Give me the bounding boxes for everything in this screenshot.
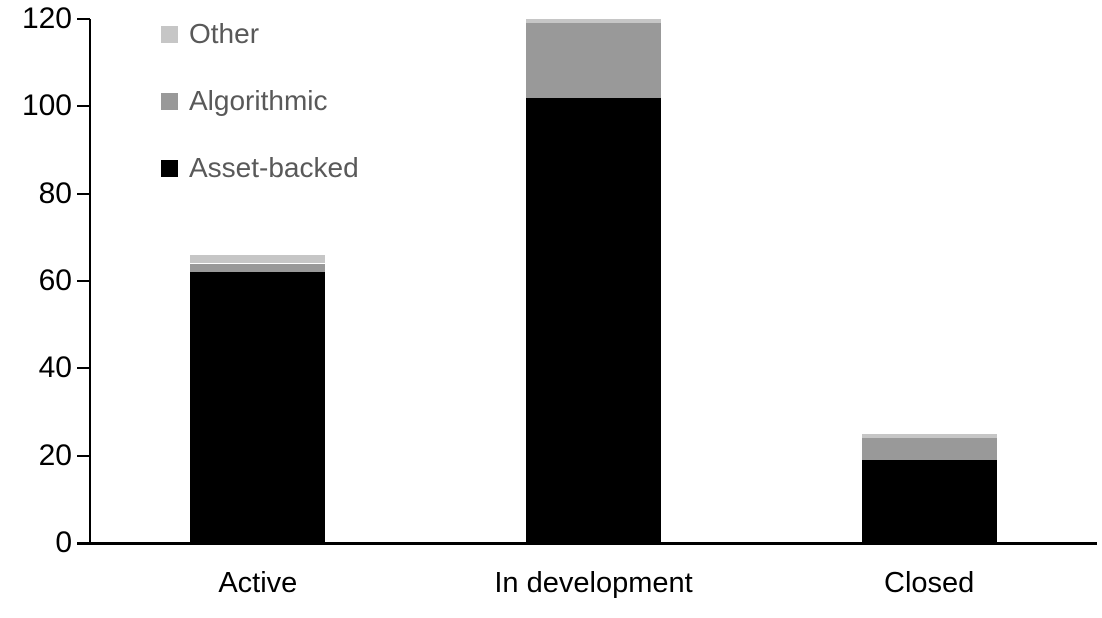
y-tick-label: 60 [38,264,72,297]
y-tick-label: 100 [21,89,72,122]
legend-label: Algorithmic [189,85,328,116]
y-axis-line [89,19,91,544]
x-axis-label: In development [494,567,693,599]
bar-segment-other-closed [861,433,997,439]
bar-segment-asset-backed-closed [861,460,997,543]
legend-item-algorithmic: Algorithmic [161,87,327,115]
bar-segment-other-in-development [526,19,661,24]
bar-segment-asset-backed-in-development [526,97,661,543]
y-tick-label: 40 [38,351,72,384]
y-tick-label: 0 [55,526,72,559]
y-tick-label: 20 [38,439,72,472]
y-tick-mark [77,367,90,369]
y-tick-mark [77,105,90,107]
bar-segment-other-active [190,254,326,264]
legend-item-asset-backed: Asset-backed [161,154,359,182]
bar-segment-algorithmic-in-development [526,23,661,98]
y-tick-label: 80 [38,177,72,210]
y-tick-mark [77,455,90,457]
y-tick-mark [77,193,90,195]
legend-label: Asset-backed [189,152,359,183]
legend-item-other: Other [161,20,259,48]
bar-segment-asset-backed-active [190,272,326,543]
bar-segment-algorithmic-active [190,263,326,273]
bar-segment-algorithmic-closed [861,438,997,460]
legend-label: Other [189,18,260,49]
legend-swatch-icon [161,159,178,177]
x-axis-label: Closed [884,567,975,599]
x-axis-line [77,542,1097,545]
legend-swatch-icon [161,92,178,110]
legend-swatch-icon [161,25,178,43]
y-tick-mark [77,280,90,282]
y-tick-mark [77,18,90,20]
x-axis-label: Active [218,567,298,599]
y-tick-label: 120 [21,2,72,35]
